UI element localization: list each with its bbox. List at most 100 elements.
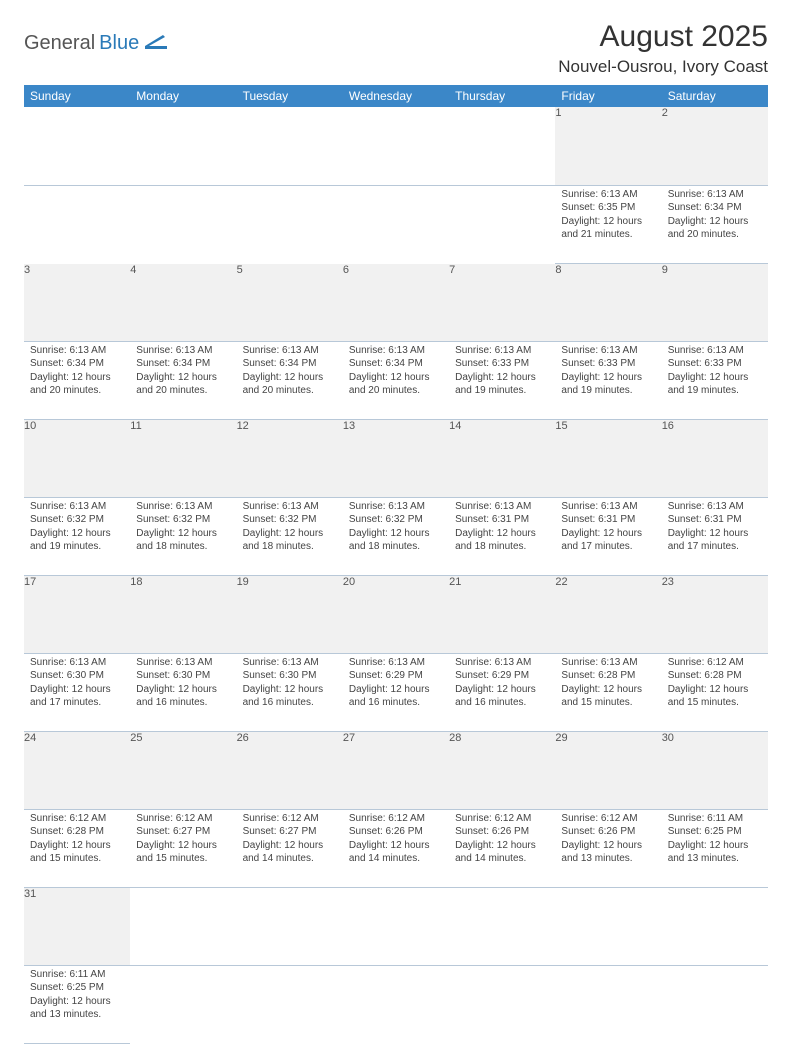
day-number: 1 (555, 107, 661, 185)
day-number: 29 (555, 731, 661, 809)
day-number-row: 31 (24, 887, 768, 965)
day-cell (130, 965, 236, 1043)
sunrise-text: Sunrise: 6:13 AM (561, 656, 655, 670)
daylight-text: Daylight: 12 hours and 17 minutes. (30, 683, 124, 710)
daylight-text: Daylight: 12 hours and 14 minutes. (455, 839, 549, 866)
week-row: Sunrise: 6:13 AMSunset: 6:35 PMDaylight:… (24, 185, 768, 263)
day-cell: Sunrise: 6:12 AMSunset: 6:26 PMDaylight:… (343, 809, 449, 887)
sunrise-text: Sunrise: 6:12 AM (136, 812, 230, 826)
day-cell (555, 965, 661, 1043)
sunset-text: Sunset: 6:30 PM (243, 669, 337, 683)
sunset-text: Sunset: 6:33 PM (561, 357, 655, 371)
calendar-table: Sunday Monday Tuesday Wednesday Thursday… (24, 85, 768, 1044)
daylight-text: Daylight: 12 hours and 13 minutes. (561, 839, 655, 866)
day-number: 4 (130, 263, 236, 341)
day-number: 7 (449, 263, 555, 341)
day-number: 16 (662, 419, 768, 497)
daylight-text: Daylight: 12 hours and 16 minutes. (455, 683, 549, 710)
day-cell (343, 185, 449, 263)
sunrise-text: Sunrise: 6:13 AM (30, 344, 124, 358)
sunset-text: Sunset: 6:34 PM (243, 357, 337, 371)
day-number: 26 (237, 731, 343, 809)
weekday-header: Wednesday (343, 85, 449, 107)
daylight-text: Daylight: 12 hours and 20 minutes. (243, 371, 337, 398)
sunset-text: Sunset: 6:31 PM (561, 513, 655, 527)
day-number: 17 (24, 575, 130, 653)
day-cell (237, 185, 343, 263)
day-cell: Sunrise: 6:13 AMSunset: 6:33 PMDaylight:… (662, 341, 768, 419)
sunset-text: Sunset: 6:34 PM (349, 357, 443, 371)
day-cell: Sunrise: 6:13 AMSunset: 6:34 PMDaylight:… (24, 341, 130, 419)
daylight-text: Daylight: 12 hours and 18 minutes. (243, 527, 337, 554)
weekday-header: Thursday (449, 85, 555, 107)
sunrise-text: Sunrise: 6:12 AM (30, 812, 124, 826)
day-details: Sunrise: 6:13 AMSunset: 6:33 PMDaylight:… (449, 342, 555, 402)
day-cell: Sunrise: 6:13 AMSunset: 6:35 PMDaylight:… (555, 185, 661, 263)
day-details: Sunrise: 6:12 AMSunset: 6:28 PMDaylight:… (662, 654, 768, 714)
daylight-text: Daylight: 12 hours and 16 minutes. (349, 683, 443, 710)
day-cell: Sunrise: 6:13 AMSunset: 6:30 PMDaylight:… (237, 653, 343, 731)
day-cell (130, 185, 236, 263)
daylight-text: Daylight: 12 hours and 15 minutes. (30, 839, 124, 866)
day-cell: Sunrise: 6:13 AMSunset: 6:29 PMDaylight:… (343, 653, 449, 731)
day-details: Sunrise: 6:13 AMSunset: 6:32 PMDaylight:… (237, 498, 343, 558)
sunrise-text: Sunrise: 6:13 AM (243, 656, 337, 670)
day-cell: Sunrise: 6:13 AMSunset: 6:31 PMDaylight:… (555, 497, 661, 575)
day-details: Sunrise: 6:13 AMSunset: 6:32 PMDaylight:… (343, 498, 449, 558)
day-number-row: 12 (24, 107, 768, 185)
day-details: Sunrise: 6:13 AMSunset: 6:30 PMDaylight:… (237, 654, 343, 714)
week-row: Sunrise: 6:11 AMSunset: 6:25 PMDaylight:… (24, 965, 768, 1043)
sunrise-text: Sunrise: 6:12 AM (349, 812, 443, 826)
sunset-text: Sunset: 6:32 PM (349, 513, 443, 527)
sunset-text: Sunset: 6:30 PM (136, 669, 230, 683)
sunrise-text: Sunrise: 6:12 AM (243, 812, 337, 826)
day-details: Sunrise: 6:13 AMSunset: 6:31 PMDaylight:… (555, 498, 661, 558)
day-cell: Sunrise: 6:13 AMSunset: 6:32 PMDaylight:… (130, 497, 236, 575)
sunrise-text: Sunrise: 6:13 AM (349, 656, 443, 670)
month-title: August 2025 (558, 20, 768, 54)
daylight-text: Daylight: 12 hours and 18 minutes. (136, 527, 230, 554)
day-number-row: 24252627282930 (24, 731, 768, 809)
day-details: Sunrise: 6:11 AMSunset: 6:25 PMDaylight:… (24, 966, 130, 1026)
day-cell: Sunrise: 6:13 AMSunset: 6:34 PMDaylight:… (130, 341, 236, 419)
day-cell: Sunrise: 6:13 AMSunset: 6:33 PMDaylight:… (449, 341, 555, 419)
day-details: Sunrise: 6:13 AMSunset: 6:34 PMDaylight:… (130, 342, 236, 402)
flag-icon (145, 35, 167, 51)
day-cell (343, 965, 449, 1043)
day-details: Sunrise: 6:13 AMSunset: 6:34 PMDaylight:… (662, 186, 768, 246)
daylight-text: Daylight: 12 hours and 21 minutes. (561, 215, 655, 242)
day-details: Sunrise: 6:13 AMSunset: 6:34 PMDaylight:… (343, 342, 449, 402)
day-number-row: 3456789 (24, 263, 768, 341)
daylight-text: Daylight: 12 hours and 17 minutes. (668, 527, 762, 554)
day-details: Sunrise: 6:13 AMSunset: 6:32 PMDaylight:… (130, 498, 236, 558)
sunrise-text: Sunrise: 6:12 AM (455, 812, 549, 826)
week-row: Sunrise: 6:13 AMSunset: 6:32 PMDaylight:… (24, 497, 768, 575)
day-cell: Sunrise: 6:12 AMSunset: 6:27 PMDaylight:… (237, 809, 343, 887)
day-cell: Sunrise: 6:13 AMSunset: 6:31 PMDaylight:… (449, 497, 555, 575)
day-cell: Sunrise: 6:13 AMSunset: 6:32 PMDaylight:… (24, 497, 130, 575)
sunset-text: Sunset: 6:26 PM (349, 825, 443, 839)
day-number: 14 (449, 419, 555, 497)
weekday-header: Saturday (662, 85, 768, 107)
day-number: 10 (24, 419, 130, 497)
daylight-text: Daylight: 12 hours and 15 minutes. (136, 839, 230, 866)
sunrise-text: Sunrise: 6:13 AM (455, 344, 549, 358)
sunset-text: Sunset: 6:35 PM (561, 201, 655, 215)
day-cell (449, 965, 555, 1043)
week-row: Sunrise: 6:13 AMSunset: 6:30 PMDaylight:… (24, 653, 768, 731)
day-cell: Sunrise: 6:12 AMSunset: 6:28 PMDaylight:… (24, 809, 130, 887)
day-number: 30 (662, 731, 768, 809)
day-number (130, 107, 236, 185)
day-cell: Sunrise: 6:13 AMSunset: 6:30 PMDaylight:… (24, 653, 130, 731)
sunset-text: Sunset: 6:34 PM (30, 357, 124, 371)
day-number: 9 (662, 263, 768, 341)
day-number: 21 (449, 575, 555, 653)
sunset-text: Sunset: 6:32 PM (136, 513, 230, 527)
sunset-text: Sunset: 6:25 PM (668, 825, 762, 839)
daylight-text: Daylight: 12 hours and 16 minutes. (243, 683, 337, 710)
sunrise-text: Sunrise: 6:13 AM (30, 656, 124, 670)
day-cell: Sunrise: 6:13 AMSunset: 6:34 PMDaylight:… (343, 341, 449, 419)
day-cell: Sunrise: 6:13 AMSunset: 6:32 PMDaylight:… (343, 497, 449, 575)
day-details: Sunrise: 6:13 AMSunset: 6:33 PMDaylight:… (555, 342, 661, 402)
location: Nouvel-Ousrou, Ivory Coast (558, 57, 768, 77)
